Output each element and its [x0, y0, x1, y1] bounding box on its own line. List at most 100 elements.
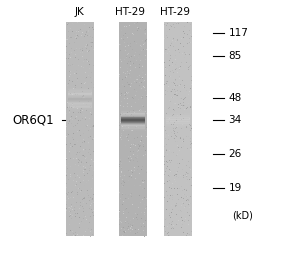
Point — [121, 210, 126, 214]
Point — [170, 73, 174, 77]
Point — [72, 137, 76, 142]
Point — [88, 148, 93, 153]
Point — [125, 96, 130, 101]
Point — [69, 215, 73, 219]
Point — [172, 107, 176, 111]
Point — [66, 177, 71, 181]
Point — [80, 204, 84, 208]
Point — [71, 222, 76, 226]
Point — [136, 124, 140, 128]
Point — [67, 108, 72, 112]
Point — [173, 68, 177, 72]
Point — [187, 36, 192, 41]
Point — [134, 178, 139, 182]
Bar — [166, 128, 190, 129]
Point — [132, 83, 136, 87]
Point — [127, 210, 132, 214]
Point — [79, 190, 83, 195]
Bar — [68, 97, 92, 98]
Point — [122, 211, 126, 215]
Point — [164, 207, 169, 211]
Point — [117, 86, 122, 91]
Point — [164, 26, 168, 31]
Point — [140, 114, 144, 118]
Point — [127, 224, 131, 228]
Point — [74, 152, 78, 156]
Point — [174, 138, 179, 142]
Bar — [166, 111, 190, 112]
Point — [69, 68, 73, 72]
Point — [132, 32, 136, 36]
Point — [189, 74, 193, 78]
Point — [136, 65, 140, 70]
Point — [172, 117, 176, 121]
Point — [166, 49, 170, 53]
Point — [190, 47, 194, 51]
Point — [70, 62, 75, 67]
Point — [143, 75, 147, 79]
Point — [73, 225, 77, 230]
Point — [68, 104, 72, 109]
Point — [188, 77, 192, 81]
Point — [73, 29, 77, 33]
Point — [125, 105, 130, 109]
Point — [138, 50, 142, 54]
Point — [67, 222, 72, 227]
Point — [171, 70, 175, 75]
Point — [119, 181, 124, 185]
Point — [177, 161, 182, 166]
Point — [90, 225, 94, 229]
Point — [177, 224, 181, 228]
Point — [80, 205, 85, 209]
Point — [87, 210, 91, 214]
Bar — [121, 126, 145, 127]
Point — [120, 112, 125, 116]
Point — [72, 79, 76, 83]
Point — [186, 182, 191, 186]
Point — [66, 71, 71, 75]
Point — [75, 192, 80, 196]
Point — [86, 29, 91, 33]
Point — [85, 28, 90, 32]
Point — [169, 161, 173, 165]
Point — [168, 190, 172, 194]
Point — [182, 86, 186, 90]
Bar — [166, 125, 190, 126]
Point — [134, 131, 138, 135]
Point — [132, 32, 137, 36]
Point — [175, 100, 179, 105]
Point — [139, 130, 144, 134]
Point — [165, 142, 169, 147]
Point — [130, 106, 135, 110]
Point — [168, 108, 172, 112]
Point — [169, 40, 174, 44]
Point — [170, 119, 174, 123]
Point — [70, 144, 75, 148]
Point — [187, 151, 191, 155]
Point — [184, 147, 188, 152]
Point — [186, 232, 190, 236]
Point — [80, 38, 85, 42]
Point — [183, 168, 188, 172]
Point — [68, 168, 72, 172]
Point — [90, 187, 94, 192]
Point — [129, 54, 134, 59]
Point — [73, 214, 78, 219]
Point — [174, 109, 178, 113]
Point — [182, 199, 186, 203]
Point — [74, 130, 79, 135]
Point — [172, 85, 177, 89]
Point — [171, 37, 175, 41]
Point — [120, 153, 125, 157]
Point — [165, 180, 170, 184]
Point — [76, 161, 81, 165]
Point — [66, 84, 70, 88]
Point — [80, 233, 85, 237]
Point — [66, 157, 70, 161]
Point — [129, 56, 133, 60]
Point — [123, 35, 128, 39]
Point — [164, 111, 169, 116]
Point — [143, 97, 148, 101]
Point — [132, 31, 137, 35]
Point — [130, 39, 135, 43]
